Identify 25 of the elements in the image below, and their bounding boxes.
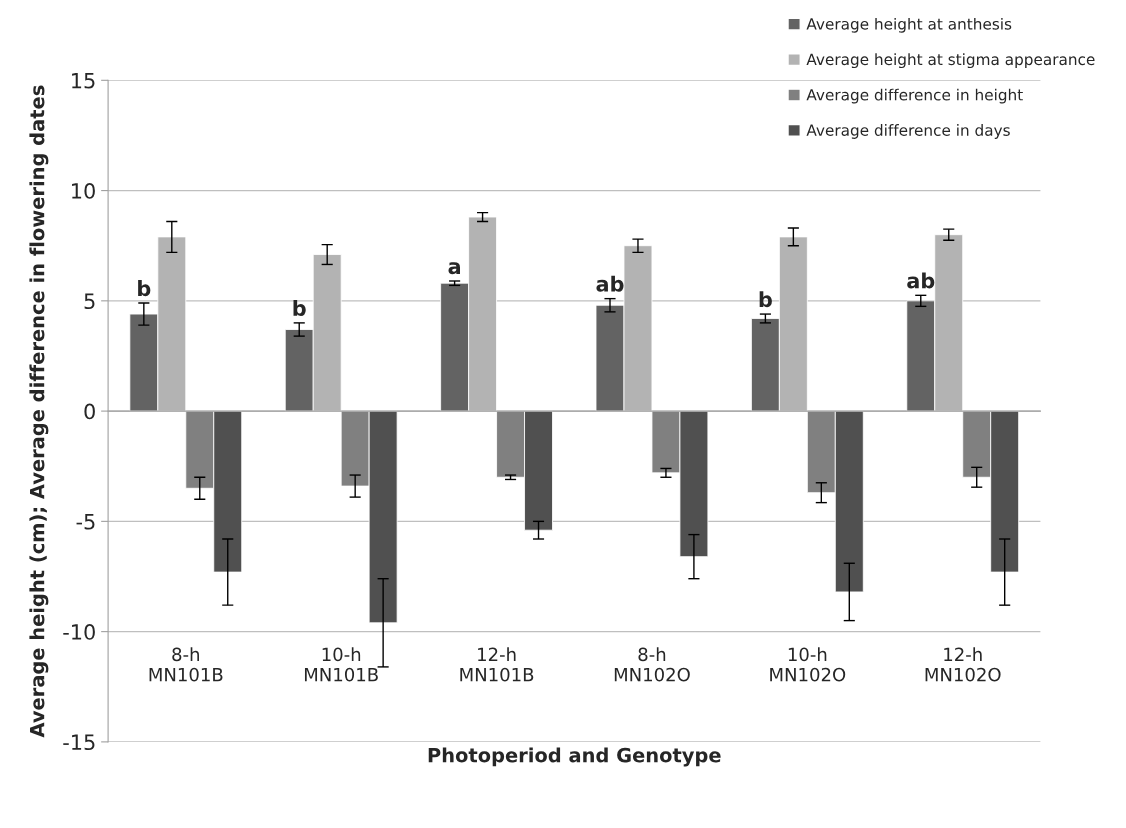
y-tick-label: -15: [63, 734, 95, 751]
x-tick-label: 12-h MN102O: [925, 647, 1001, 682]
x-tick-label: 12-h MN101B: [460, 647, 534, 682]
legend-label: Average height at stigma appearance: [806, 53, 1095, 69]
x-tick-label: 10-h MN102O: [770, 647, 846, 682]
x-tick-label: 10-h MN101B: [304, 647, 378, 682]
annotation: b: [293, 299, 306, 317]
x-axis-title: Photoperiod and Genotype: [428, 747, 721, 767]
y-tick-label: 0: [84, 403, 95, 420]
annotation: b: [759, 291, 772, 308]
annotation: a: [448, 262, 460, 275]
y-tick-label: -5: [76, 514, 95, 530]
annotation: ab: [907, 272, 935, 289]
y-tick-label: -10: [63, 624, 95, 640]
annotation: ab: [596, 275, 624, 292]
y-tick-label: 10: [72, 183, 95, 199]
x-tick-label: 8-h MN101B: [149, 647, 223, 682]
legend-label: Average difference in days: [806, 124, 1010, 139]
y-tick-label: 15: [72, 73, 95, 89]
y-tick-label: 5: [84, 293, 95, 310]
x-tick-label: 8-h MN102O: [614, 647, 690, 682]
legend-label: Average height at anthesis: [806, 17, 1012, 33]
annotation: b: [138, 280, 151, 297]
legend-label: Average difference in height: [806, 88, 1023, 104]
y-axis-title: Average height (cm); Average difference in flowering dates: [29, 85, 49, 738]
